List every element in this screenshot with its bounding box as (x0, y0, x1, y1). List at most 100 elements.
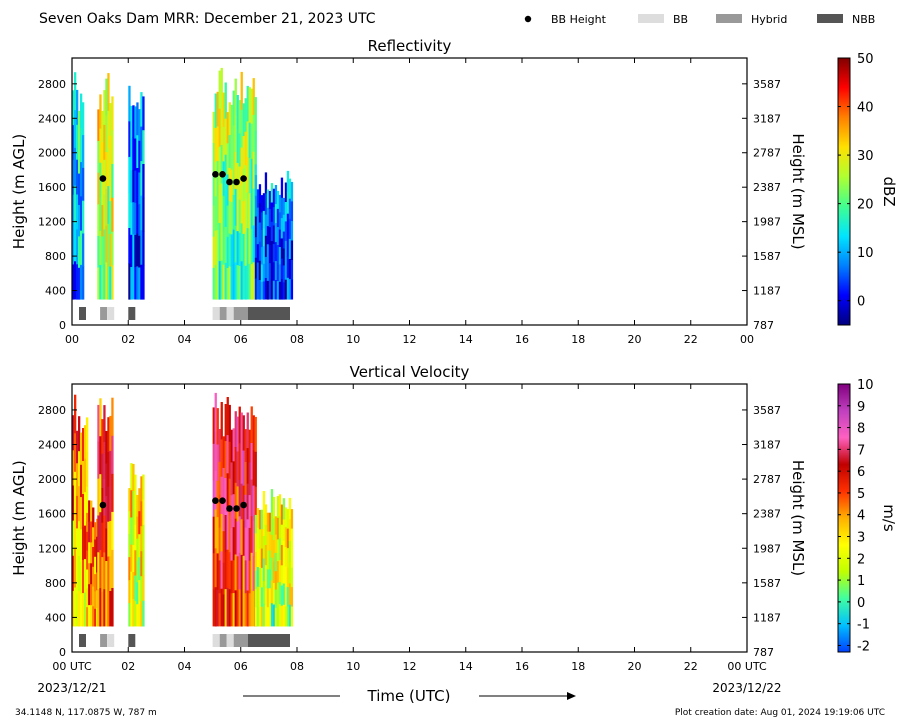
heatmap-cell (226, 174, 229, 207)
heatmap-cell (88, 521, 91, 543)
heatmap-cell (96, 590, 99, 609)
heatmap-cell (256, 586, 260, 607)
heatmap-cell (228, 102, 231, 136)
heatmap-cell (82, 560, 85, 594)
y-tick-label: 1200 (38, 542, 66, 555)
heatmap-cell (276, 582, 280, 605)
y-tick-label: 1600 (38, 181, 66, 194)
heatmap-cell (274, 571, 278, 590)
heatmap-cell (82, 233, 85, 267)
heatmap-cell (107, 73, 110, 112)
heatmap-cell (130, 105, 133, 139)
heatmap-cell (142, 265, 145, 300)
heatmap-cell (284, 240, 288, 261)
heatmap-cell (234, 225, 237, 263)
heatmap-cell (105, 152, 108, 190)
heatmap-cell (222, 195, 225, 231)
heatmap-cell (107, 591, 110, 627)
heatmap-cell (109, 591, 112, 627)
x-tick-label: 12 (403, 333, 417, 346)
heatmap-cell (214, 392, 217, 433)
heatmap-cell (256, 527, 260, 548)
heatmap-cell (284, 507, 288, 528)
heatmap-cell (256, 189, 260, 208)
legend-item-bb-height: BB Height (524, 13, 607, 26)
bb-height-point (219, 497, 226, 505)
heatmap-cell (242, 266, 245, 300)
heatmap-cell (82, 461, 85, 495)
heatmap-cell (212, 174, 215, 206)
heatmap-cell (224, 118, 227, 156)
heatmap-cell (254, 589, 258, 608)
heatmap-cell (134, 170, 137, 204)
bb-type-hybrid (100, 634, 108, 647)
heatmap-cell (234, 115, 237, 153)
heatmap-cell (134, 575, 137, 602)
heatmap-cell (140, 476, 143, 502)
heatmap-cell (212, 143, 215, 175)
x-tick-label: 22 (684, 333, 698, 346)
heatmap-cell (238, 266, 241, 300)
heatmap-cell (72, 229, 75, 265)
heatmap-cell (138, 534, 141, 558)
heatmap-cell (228, 200, 231, 234)
heatmap-cell (128, 192, 131, 229)
heatmap-cell (274, 223, 278, 243)
colorbar-tick-label: 9 (857, 400, 865, 415)
heatmap-cell (90, 542, 93, 564)
heatmap-cell (280, 504, 284, 526)
heatmap-cell (214, 264, 217, 300)
heatmap-cell (105, 528, 108, 562)
heatmap-cell (105, 431, 108, 464)
heatmap-cell (270, 557, 274, 581)
y-right-tick-label: 1987 (753, 216, 781, 229)
heatmap-cell (82, 494, 85, 528)
heatmap-cell (140, 576, 143, 602)
heatmap-cell (86, 531, 89, 552)
heatmap-cell (262, 210, 266, 229)
heatmap-cell (105, 225, 108, 263)
heatmap-cell (268, 607, 272, 627)
heatmap-cell (276, 539, 280, 562)
y-axis-label: Height (m AGL) (10, 460, 28, 575)
heatmap-cell (250, 123, 253, 160)
heatmap-cell (128, 580, 131, 604)
heatmap-cell (138, 488, 141, 512)
heatmap-cell (248, 527, 251, 561)
heatmap-segment (254, 489, 294, 627)
heatmap-cell (264, 193, 268, 215)
heatmap-cell (94, 539, 97, 558)
heatmap-cell (274, 589, 278, 609)
heatmap-cell (232, 461, 235, 495)
heatmap-cell (128, 121, 131, 158)
heatmap-cell (111, 164, 114, 199)
x-tick-label: 02 (121, 660, 135, 673)
heatmap-cell (250, 406, 253, 444)
heatmap-cell (284, 279, 288, 300)
bb-height-point (226, 505, 233, 512)
y-axis-right: 787 1187 1587 1987 2387 2787 3187 3587 (742, 78, 781, 332)
heatmap-cell (109, 135, 112, 169)
plot-frame (71, 383, 748, 653)
heatmap-cell (74, 147, 77, 187)
heatmap-cell (101, 205, 104, 237)
y-axis-left: 0 400 800 1200 1600 2000 2400 2800 (38, 78, 77, 332)
heatmap-cell (105, 188, 108, 227)
heatmap-cell (248, 87, 251, 123)
heatmap-cell (280, 197, 284, 219)
heatmap-cell (216, 160, 219, 196)
heatmap-cell (132, 169, 135, 203)
heatmap-cell (101, 522, 104, 558)
y-axis-right-label: Height (m MSL) (789, 133, 807, 249)
heatmap-cell (80, 561, 83, 595)
bright-band-type-bar (79, 307, 290, 320)
x-tick-label: 00 (740, 333, 754, 346)
heatmap-cell (238, 479, 241, 517)
heatmap-cell (262, 513, 266, 537)
heatmap-cell (234, 447, 237, 484)
heatmap-cell (244, 265, 247, 300)
legend-marker-dot (524, 15, 532, 23)
heatmap-field (72, 67, 294, 300)
heatmap-cell (226, 205, 229, 238)
heatmap-cell (140, 92, 143, 127)
